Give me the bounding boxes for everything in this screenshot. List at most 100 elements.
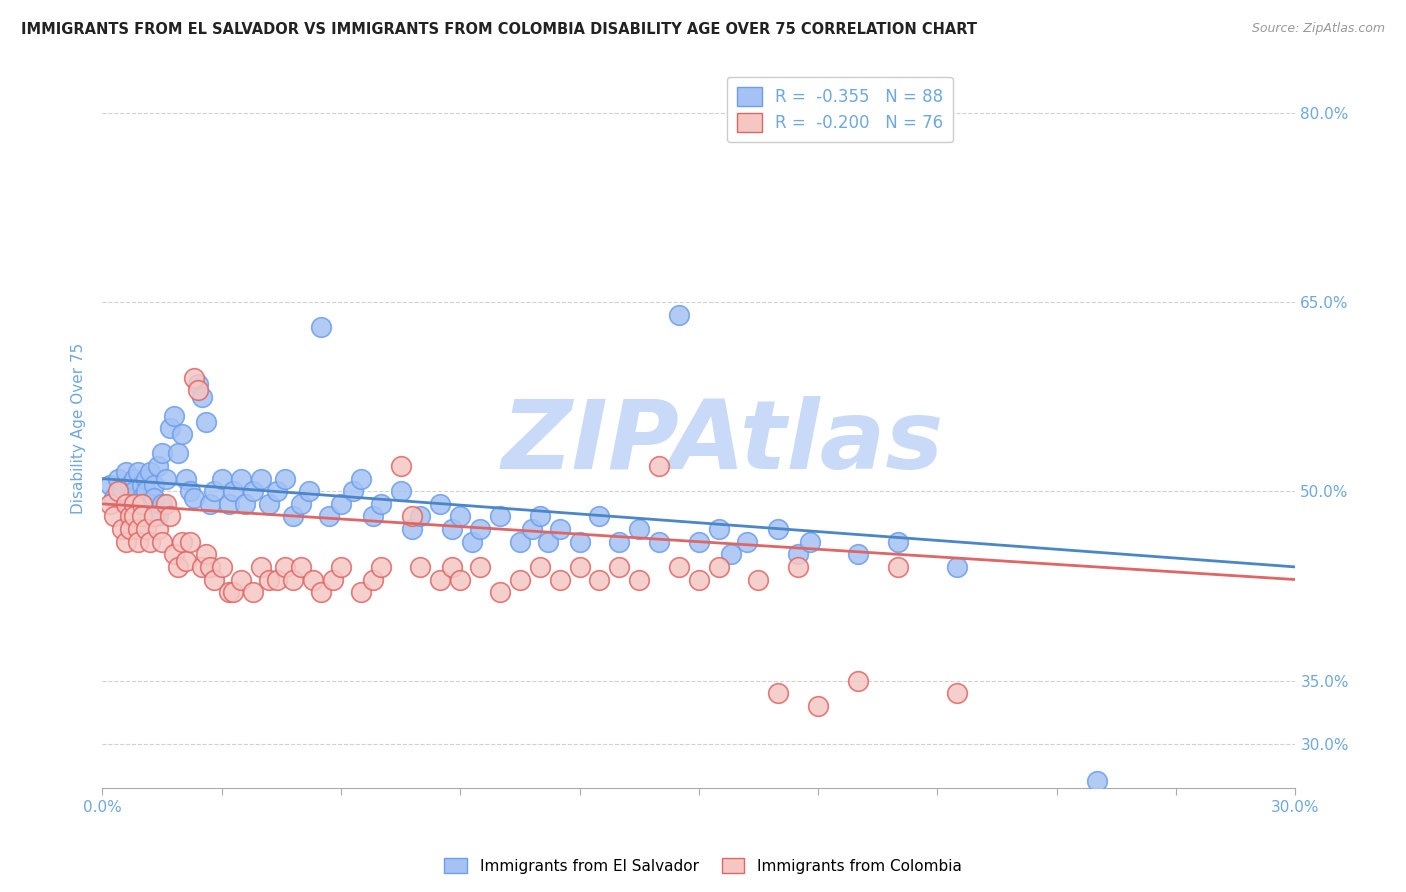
- Point: [135, 522, 157, 536]
- Point: [163, 547, 186, 561]
- Point: [155, 497, 177, 511]
- Point: [218, 585, 240, 599]
- Point: [886, 534, 908, 549]
- Point: [441, 522, 464, 536]
- Point: [309, 585, 332, 599]
- Point: [787, 547, 810, 561]
- Point: [389, 484, 412, 499]
- Point: [146, 509, 169, 524]
- Point: [222, 484, 245, 499]
- Point: [607, 560, 630, 574]
- Point: [98, 497, 121, 511]
- Point: [218, 497, 240, 511]
- Point: [198, 497, 221, 511]
- Point: [309, 320, 332, 334]
- Point: [179, 534, 201, 549]
- Text: IMMIGRANTS FROM EL SALVADOR VS IMMIGRANTS FROM COLOMBIA DISABILITY AGE OVER 75 C: IMMIGRANTS FROM EL SALVADOR VS IMMIGRANT…: [21, 22, 977, 37]
- Point: [146, 522, 169, 536]
- Point: [187, 376, 209, 391]
- Point: [127, 534, 149, 549]
- Point: [509, 534, 531, 549]
- Point: [290, 560, 312, 574]
- Point: [946, 560, 969, 574]
- Point: [628, 573, 651, 587]
- Point: [150, 534, 173, 549]
- Point: [122, 497, 145, 511]
- Point: [846, 547, 869, 561]
- Point: [139, 497, 162, 511]
- Point: [127, 497, 149, 511]
- Point: [302, 573, 325, 587]
- Point: [118, 522, 141, 536]
- Point: [389, 458, 412, 473]
- Point: [131, 478, 153, 492]
- Point: [468, 522, 491, 536]
- Point: [115, 497, 138, 511]
- Point: [211, 560, 233, 574]
- Y-axis label: Disability Age Over 75: Disability Age Over 75: [72, 343, 86, 514]
- Point: [274, 560, 297, 574]
- Point: [329, 560, 352, 574]
- Point: [361, 509, 384, 524]
- Point: [298, 484, 321, 499]
- Point: [489, 509, 512, 524]
- Point: [688, 534, 710, 549]
- Point: [202, 484, 225, 499]
- Point: [231, 472, 253, 486]
- Point: [242, 585, 264, 599]
- Point: [183, 491, 205, 505]
- Point: [211, 472, 233, 486]
- Point: [768, 686, 790, 700]
- Point: [846, 673, 869, 688]
- Point: [250, 472, 273, 486]
- Point: [150, 497, 173, 511]
- Point: [441, 560, 464, 574]
- Point: [163, 409, 186, 423]
- Point: [111, 522, 134, 536]
- Text: ZIPAtlas: ZIPAtlas: [502, 396, 943, 489]
- Point: [886, 560, 908, 574]
- Point: [787, 560, 810, 574]
- Point: [103, 509, 125, 524]
- Point: [747, 573, 769, 587]
- Point: [131, 491, 153, 505]
- Point: [274, 472, 297, 486]
- Point: [588, 509, 610, 524]
- Point: [361, 573, 384, 587]
- Point: [159, 421, 181, 435]
- Point: [194, 415, 217, 429]
- Point: [98, 478, 121, 492]
- Point: [350, 585, 373, 599]
- Point: [222, 585, 245, 599]
- Point: [118, 509, 141, 524]
- Point: [370, 497, 392, 511]
- Point: [329, 497, 352, 511]
- Point: [548, 522, 571, 536]
- Point: [409, 560, 432, 574]
- Point: [159, 509, 181, 524]
- Point: [807, 698, 830, 713]
- Point: [568, 560, 591, 574]
- Point: [707, 522, 730, 536]
- Point: [468, 560, 491, 574]
- Point: [628, 522, 651, 536]
- Point: [720, 547, 742, 561]
- Point: [231, 573, 253, 587]
- Point: [179, 484, 201, 499]
- Point: [489, 585, 512, 599]
- Point: [139, 465, 162, 479]
- Point: [401, 509, 423, 524]
- Point: [668, 560, 690, 574]
- Point: [1085, 774, 1108, 789]
- Point: [118, 478, 141, 492]
- Point: [668, 308, 690, 322]
- Point: [103, 491, 125, 505]
- Point: [799, 534, 821, 549]
- Point: [529, 509, 551, 524]
- Point: [707, 560, 730, 574]
- Point: [548, 573, 571, 587]
- Point: [107, 472, 129, 486]
- Point: [509, 573, 531, 587]
- Point: [166, 560, 188, 574]
- Point: [183, 370, 205, 384]
